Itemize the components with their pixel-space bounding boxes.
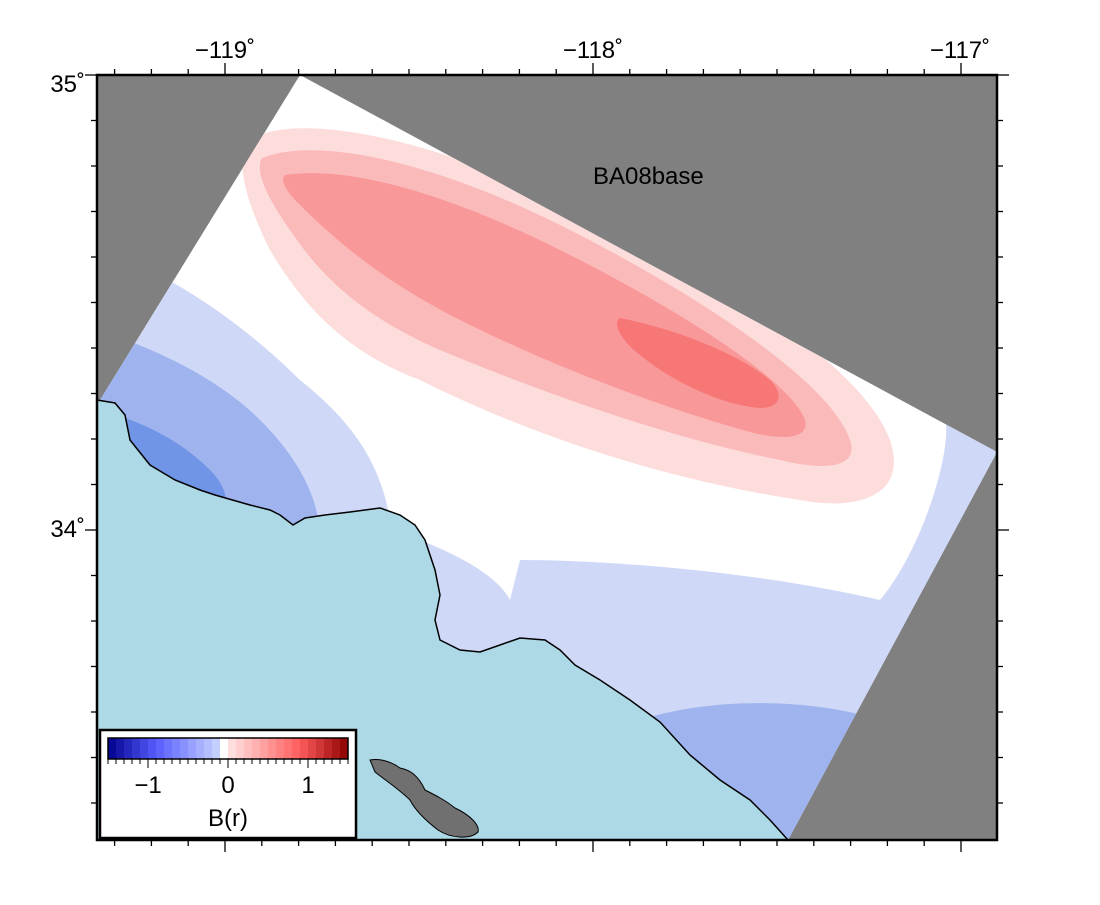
colorbar-swatch: [164, 738, 173, 759]
x-tick-label-1: −119˚: [195, 37, 255, 64]
colorbar-swatch: [340, 738, 349, 759]
colorbar: −1 0 1 B(r): [98, 728, 358, 840]
colorbar-swatches: [108, 738, 349, 759]
colorbar-swatch: [156, 738, 165, 759]
colorbar-swatch: [204, 738, 213, 759]
x-tick-label-2: −118˚: [563, 37, 623, 64]
axis-ticks: [85, 63, 1009, 852]
colorbar-swatch: [124, 738, 133, 759]
colorbar-swatch: [252, 738, 261, 759]
island: [369, 759, 479, 838]
x-tick-label-3: −117˚: [930, 37, 990, 64]
colorbar-swatch: [324, 738, 333, 759]
colorbar-swatch: [244, 738, 253, 759]
colorbar-swatch: [140, 738, 149, 759]
colorbar-swatch: [148, 738, 157, 759]
colorbar-swatch: [172, 738, 181, 759]
colorbar-ticks: [107, 759, 349, 768]
colorbar-swatch: [108, 738, 117, 759]
colorbar-tick-label-1: −1: [134, 772, 161, 799]
contour-red-4: [616, 318, 779, 408]
coastline: [96, 399, 789, 841]
colorbar-swatch: [300, 738, 309, 759]
map-frame: [95, 73, 999, 842]
colorbar-swatch: [212, 738, 221, 759]
colorbar-swatch: [260, 738, 269, 759]
colorbar-swatch: [276, 738, 285, 759]
colorbar-swatch: [316, 738, 325, 759]
colorbar-swatch: [220, 738, 229, 759]
colorbar-swatch: [132, 738, 141, 759]
y-tick-label-1: 35˚: [50, 71, 85, 98]
colorbar-swatch: [292, 738, 301, 759]
colorbar-swatch: [332, 738, 341, 759]
colorbar-swatch: [196, 738, 205, 759]
colorbar-tick-label-2: 0: [221, 772, 234, 799]
colorbar-tick-label-3: 1: [301, 772, 314, 799]
colorbar-swatch: [116, 738, 125, 759]
colorbar-swatch: [284, 738, 293, 759]
y-tick-label-2: 34˚: [50, 516, 85, 543]
colorbar-swatch: [228, 738, 237, 759]
colorbar-swatch: [180, 738, 189, 759]
colorbar-title: B(r): [208, 805, 248, 832]
colorbar-swatch: [188, 738, 197, 759]
colorbar-swatch: [268, 738, 277, 759]
colorbar-swatch: [308, 738, 317, 759]
map-label: BA08base: [593, 163, 704, 190]
colorbar-swatch: [236, 738, 245, 759]
